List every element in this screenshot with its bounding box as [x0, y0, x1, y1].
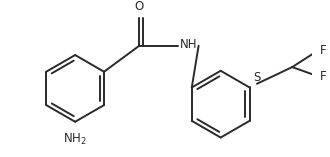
- Text: S: S: [253, 71, 261, 84]
- Text: NH$_2$: NH$_2$: [63, 132, 87, 147]
- Text: F: F: [320, 70, 327, 83]
- Text: F: F: [320, 44, 327, 57]
- Text: O: O: [135, 0, 144, 13]
- Text: NH: NH: [180, 38, 198, 51]
